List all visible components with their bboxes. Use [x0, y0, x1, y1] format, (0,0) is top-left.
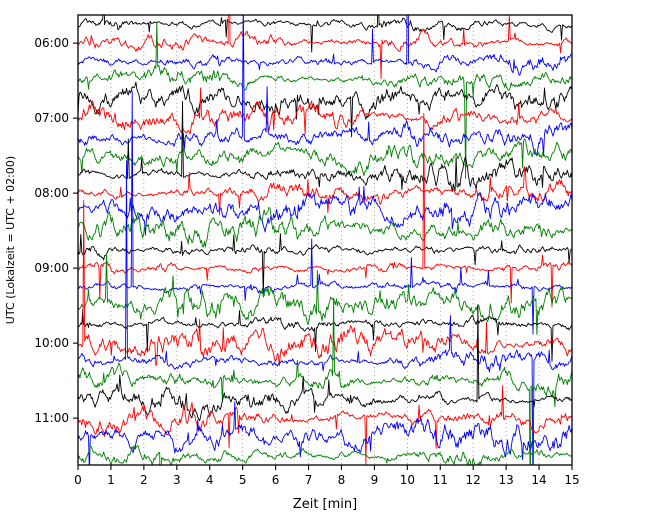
- seismogram-trace: [78, 15, 572, 76]
- x-axis-label: Zeit [min]: [293, 497, 357, 512]
- y-tick-label: 11:00: [34, 411, 69, 425]
- y-tick-label: 09:00: [34, 261, 69, 275]
- x-tick-label: 11: [433, 473, 448, 487]
- seismogram-trace: [78, 166, 572, 216]
- x-tick-label: 15: [564, 473, 579, 487]
- seismogram-trace: [78, 90, 572, 335]
- x-tick-label: 13: [498, 473, 513, 487]
- seismogram-trace: [78, 113, 572, 308]
- traces-group: [78, 15, 572, 465]
- seismogram-trace: [78, 253, 572, 335]
- x-tick-label: 8: [338, 473, 346, 487]
- x-tick-label: 12: [466, 473, 481, 487]
- x-tick-label: 1: [107, 473, 115, 487]
- seismogram-trace: [78, 207, 572, 248]
- x-tick-label: 10: [400, 473, 415, 487]
- seismogram-trace: [78, 298, 572, 465]
- x-tick-label: 14: [531, 473, 546, 487]
- x-tick-label: 3: [173, 473, 181, 487]
- y-tick-label: 07:00: [34, 111, 69, 125]
- x-tick-label: 9: [371, 473, 379, 487]
- seismogram-trace: [78, 22, 572, 179]
- y-tick-label: 08:00: [34, 186, 69, 200]
- y-axis-label: UTC (Lokalzeit = UTC + 02:00): [4, 156, 17, 324]
- x-tick-label: 6: [272, 473, 280, 487]
- x-tick-label: 0: [74, 473, 82, 487]
- plot-area: [78, 15, 572, 465]
- seismogram-trace: [78, 15, 572, 80]
- seismogram-trace: [78, 185, 572, 236]
- seismogram-trace: [78, 15, 572, 53]
- y-tick-label: 06:00: [34, 36, 69, 50]
- seismogram-trace: [78, 444, 572, 465]
- seismogram-trace: [78, 385, 572, 465]
- seismogram-trace: [78, 100, 572, 192]
- seismogram-trace: [78, 87, 572, 136]
- seismogram-trace: [78, 200, 572, 367]
- x-tick-label: 5: [239, 473, 247, 487]
- seismogram-trace: [78, 233, 572, 295]
- x-tick-label: 2: [140, 473, 148, 487]
- seismogram-trace: [78, 401, 572, 465]
- seismogram-trace: [78, 305, 572, 422]
- seismogram-trace: [78, 138, 572, 177]
- seismogram-trace: [78, 81, 572, 138]
- axes-frame: [77, 14, 573, 466]
- plot-generated-content: 0 1 2 3 4 5 6 7 8 9 10 11 12 13 14 1506:0007:0008:0009:…: [34, 14, 580, 487]
- x-tick-label: 4: [206, 473, 214, 487]
- x-tick-label: 7: [305, 473, 313, 487]
- y-tick-label: 10:00: [34, 336, 69, 350]
- seismogram-trace: [78, 15, 572, 157]
- seismogram-trace: [78, 308, 572, 362]
- seismogram-trace: [78, 160, 572, 465]
